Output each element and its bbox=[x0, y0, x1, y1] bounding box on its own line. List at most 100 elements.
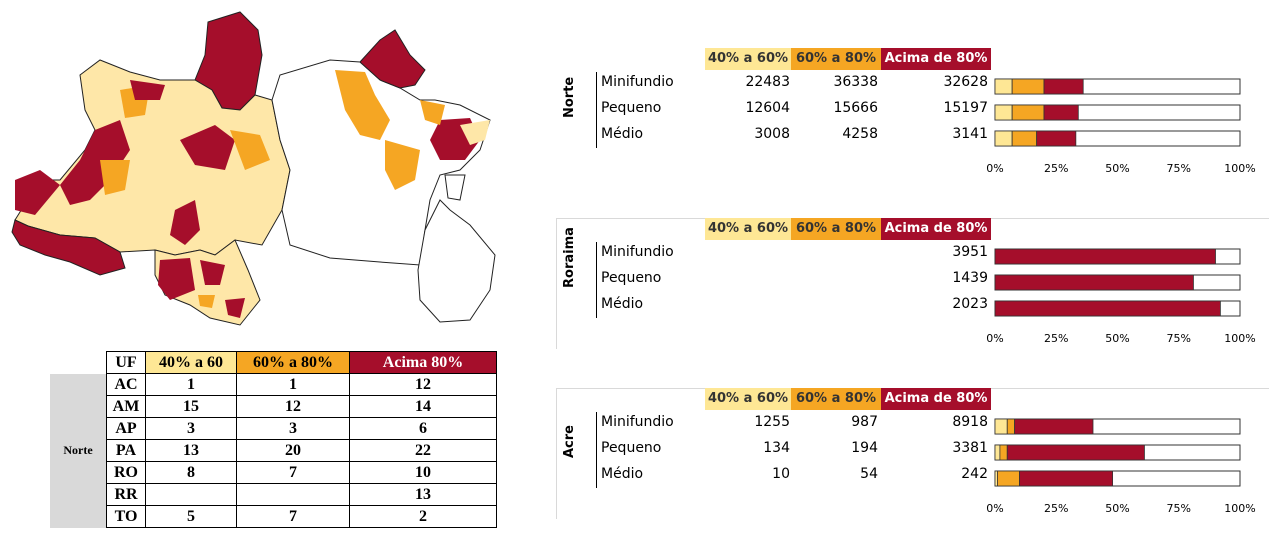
value-cell: 36338 bbox=[833, 74, 878, 90]
cell-c1: 1 bbox=[145, 373, 237, 396]
stacked-bar-chart: 0% 25% 50% 75% 100% bbox=[986, 418, 1256, 515]
cell-c1: 5 bbox=[145, 505, 237, 528]
table-row: AP 3 3 6 bbox=[50, 417, 497, 440]
cell-uf: TO bbox=[106, 505, 146, 528]
cell-c2: 12 bbox=[236, 395, 350, 418]
legend-3: Acima de 80% bbox=[881, 388, 991, 410]
cell-uf: RO bbox=[106, 461, 146, 484]
row-label: Minifundio bbox=[601, 244, 674, 260]
divider bbox=[596, 242, 597, 318]
table-header-row: UF 40% a 60 60% a 80% Acima 80% bbox=[50, 351, 497, 374]
x-tick-label: 0% bbox=[986, 162, 1003, 175]
table-row: TO 5 7 2 bbox=[50, 505, 497, 528]
x-tick-label: 50% bbox=[1105, 502, 1129, 515]
bar-segment bbox=[997, 470, 1020, 487]
bar-segment bbox=[1019, 470, 1113, 487]
map-state-ac bbox=[11, 219, 126, 276]
row-label: Pequeno bbox=[601, 270, 662, 286]
x-tick-label: 50% bbox=[1105, 162, 1129, 175]
table-row: RR 13 bbox=[50, 483, 497, 506]
cell-c3: 22 bbox=[349, 439, 497, 462]
value-cell: 3008 bbox=[754, 126, 790, 142]
stacked-bar-chart: 0% 25% 50% 75% 100% bbox=[986, 78, 1256, 175]
value-cell: 1255 bbox=[754, 414, 790, 430]
table-row: AM 15 12 14 bbox=[50, 395, 497, 418]
legend-3: Acima de 80% bbox=[881, 48, 991, 70]
row-label: Minifundio bbox=[601, 414, 674, 430]
legend-2: 60% a 80% bbox=[791, 48, 881, 70]
table-row: PA 13 20 22 bbox=[50, 439, 497, 462]
table-row: Norte AC 1 1 12 bbox=[50, 373, 497, 528]
row-label: Médio bbox=[601, 466, 644, 482]
cell-c3: 13 bbox=[349, 483, 497, 506]
bar-segment bbox=[1011, 78, 1045, 95]
cell-c3: 10 bbox=[349, 461, 497, 484]
map-state-ap bbox=[359, 29, 426, 89]
value-cell: 3381 bbox=[952, 440, 988, 456]
row-label: Médio bbox=[601, 296, 644, 312]
bar-segment bbox=[994, 78, 1013, 95]
cell-c3: 6 bbox=[349, 417, 497, 440]
bar-segment bbox=[994, 444, 1001, 461]
value-cell: 134 bbox=[763, 440, 790, 456]
bar-segment bbox=[1036, 130, 1077, 147]
value-cell: 1439 bbox=[952, 270, 988, 286]
bar-segment bbox=[994, 274, 1194, 291]
chart-panel-roraima: 40% a 60% 60% a 80% Acima de 80% Roraima Min… bbox=[556, 218, 1269, 349]
cell-uf: PA bbox=[106, 439, 146, 462]
value-cell: 10 bbox=[772, 466, 790, 482]
cell-uf: AP bbox=[106, 417, 146, 440]
value-cell: 54 bbox=[860, 466, 878, 482]
row-label: Pequeno bbox=[601, 100, 662, 116]
cell-c1: 13 bbox=[145, 439, 237, 462]
cell-c2: 7 bbox=[236, 505, 350, 528]
north-region-map bbox=[11, 11, 496, 326]
cell-c1 bbox=[145, 483, 237, 506]
value-cell: 32628 bbox=[943, 74, 988, 90]
bar-segment bbox=[994, 130, 1013, 147]
value-cell: 22483 bbox=[745, 74, 790, 90]
value-cell: 8918 bbox=[952, 414, 988, 430]
chart-panel-acre: 40% a 60% 60% a 80% Acima de 80% Acre Minifu… bbox=[556, 388, 1269, 519]
bar-segment bbox=[994, 418, 1008, 435]
legend-1: 40% a 60% bbox=[705, 388, 791, 410]
cell-c2: 7 bbox=[236, 461, 350, 484]
x-tick-label: 100% bbox=[1224, 332, 1255, 345]
map-state-to bbox=[417, 199, 496, 323]
bar-segment bbox=[1043, 104, 1079, 121]
cell-c1: 3 bbox=[145, 417, 237, 440]
legend-3: Acima de 80% bbox=[881, 218, 991, 240]
bar-segment bbox=[1011, 130, 1038, 147]
legend-1: 40% a 60% bbox=[705, 218, 791, 240]
value-cell: 15197 bbox=[943, 100, 988, 116]
value-cell: 987 bbox=[851, 414, 878, 430]
x-tick-label: 75% bbox=[1167, 162, 1191, 175]
header-40-60: 40% a 60 bbox=[145, 351, 237, 374]
value-cell: 15666 bbox=[833, 100, 878, 116]
chart-panel-norte: 40% a 60% 60% a 80% Acima de 80% Norte Minif… bbox=[556, 48, 1268, 178]
bar-segment bbox=[999, 444, 1008, 461]
x-tick-label: 25% bbox=[1044, 332, 1068, 345]
bar-segment bbox=[1043, 78, 1084, 95]
legend-1: 40% a 60% bbox=[705, 48, 791, 70]
stacked-bar-chart: 0% 25% 50% 75% 100% bbox=[986, 248, 1256, 345]
value-cell: 2023 bbox=[952, 296, 988, 312]
region-label: Norte bbox=[50, 373, 107, 528]
x-tick-label: 75% bbox=[1167, 502, 1191, 515]
legend-2: 60% a 80% bbox=[791, 218, 881, 240]
row-label: Minifundio bbox=[601, 74, 674, 90]
legend-2: 60% a 80% bbox=[791, 388, 881, 410]
x-tick-label: 25% bbox=[1044, 162, 1068, 175]
x-tick-label: 0% bbox=[986, 502, 1003, 515]
row-label: Médio bbox=[601, 126, 644, 142]
table-row: RO 8 7 10 bbox=[50, 461, 497, 484]
bar-segment bbox=[994, 104, 1013, 121]
header-above-80: Acima 80% bbox=[349, 351, 497, 374]
value-cell: 4258 bbox=[842, 126, 878, 142]
bar-segment bbox=[994, 248, 1216, 265]
cell-c3: 2 bbox=[349, 505, 497, 528]
header-60-80: 60% a 80% bbox=[236, 351, 350, 374]
value-cell: 3951 bbox=[952, 244, 988, 260]
value-cell: 242 bbox=[961, 466, 988, 482]
uf-count-table: UF 40% a 60 60% a 80% Acima 80% Norte AC… bbox=[50, 351, 497, 528]
